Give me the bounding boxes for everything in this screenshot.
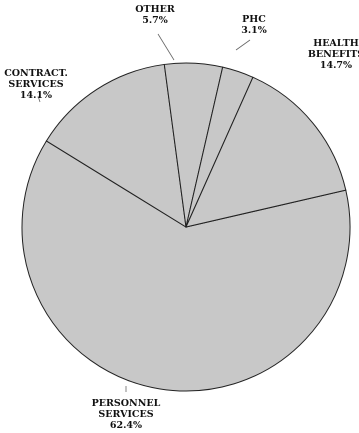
- pie-slice: [185, 76, 347, 228]
- label-leader-lines: [37, 33, 251, 392]
- slice-label: HEALTH BENEFITS 14.7%: [308, 38, 359, 71]
- slice-label: CONTRACT. SERVICES 14.1%: [4, 68, 68, 101]
- leader-line: [37, 95, 41, 103]
- slice-label: PHC 3.1%: [241, 14, 267, 36]
- pie-slices: [21, 62, 351, 392]
- slice-labels: PERSONNEL SERVICES 62.4% CONTRACT. SERVICES 1…: [4, 4, 359, 431]
- leader-line: [157, 33, 175, 61]
- pie-slice: [21, 140, 351, 392]
- pie-slice: [45, 63, 187, 228]
- slice-label: PERSONNEL SERVICES 62.4%: [92, 398, 161, 431]
- leader-line: [235, 39, 251, 51]
- slice-label: OTHER 5.7%: [135, 4, 175, 26]
